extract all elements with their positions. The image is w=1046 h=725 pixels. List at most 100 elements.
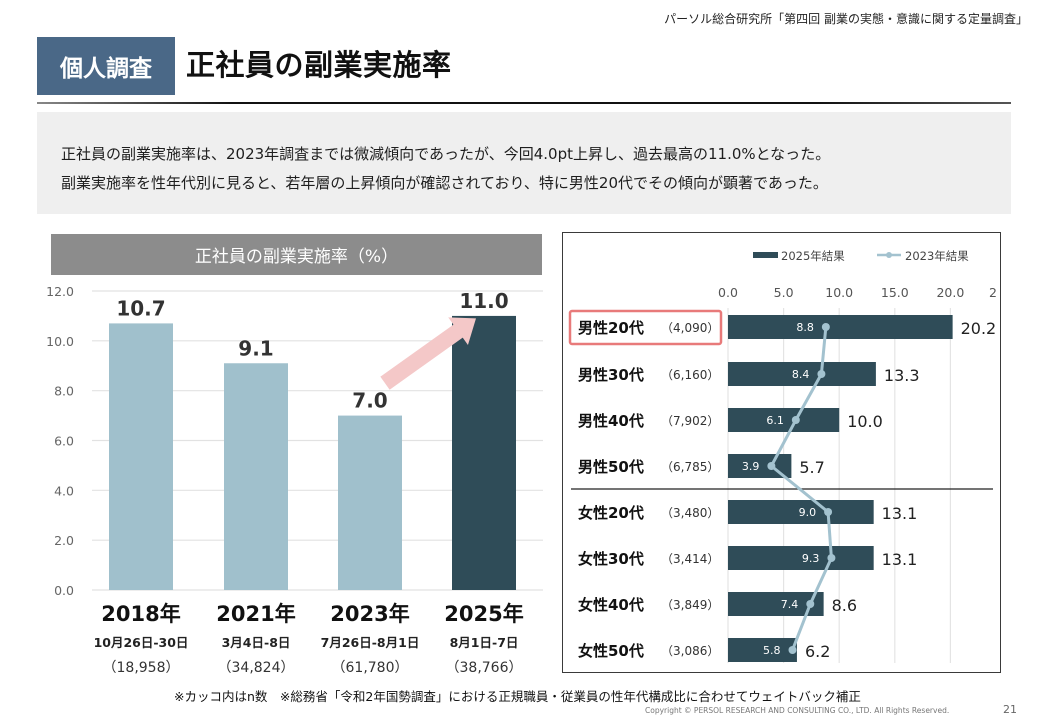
legend-marker-2023 (886, 252, 892, 258)
footnote: ※カッコ内はn数 ※総務省「令和2年国勢調査」における正規職員・従業員の性年代構… (174, 689, 861, 704)
bar-value-label: 5.7 (799, 458, 824, 477)
x-date-label: 10月26日-30日 (94, 635, 189, 650)
point-2023-label: 8.4 (792, 368, 810, 381)
category-n: （4,090） (661, 321, 719, 335)
x-category-label: 2018年 (101, 602, 180, 626)
bar-value-label: 6.2 (805, 642, 830, 661)
legend-swatch-2025 (753, 252, 778, 258)
point-2023-label: 7.4 (781, 598, 799, 611)
point-2023-label: 5.8 (763, 644, 781, 657)
y-tick-label: 10.0 (46, 334, 74, 349)
page-title: 正社員の副業実施率 (186, 48, 452, 82)
point-2023-label: 9.0 (799, 506, 817, 519)
point-2023 (806, 600, 815, 608)
x-tick-label: 15.0 (881, 285, 909, 300)
line-2023 (769, 326, 833, 651)
x-n-label: （61,780） (332, 660, 409, 676)
y-tick-label: 8.0 (54, 384, 74, 399)
category-label: 男性50代 (578, 458, 644, 476)
category-n: （6,160） (661, 368, 719, 382)
right-horizontal-bar-chart: 2025年結果 2023年結果 0.0 5.0 10.0 15.0 20.0 2 男性20代 （4… (568, 249, 997, 663)
source-citation: パーソル総合研究所「第四回 副業の実態・意識に関する定量調査」 (664, 12, 1028, 26)
category-label: 女性50代 (578, 642, 644, 660)
bar-2025 (728, 638, 797, 662)
bar-value-label: 20.2 (961, 319, 997, 338)
value-label: 10.7 (116, 296, 165, 320)
section-tag: 個人調査 (37, 37, 175, 95)
title-divider (37, 102, 1011, 104)
bar-value-label: 8.6 (832, 596, 857, 615)
left-chart-title: 正社員の副業実施率（%） (51, 234, 542, 275)
category-n: （6,785） (661, 460, 719, 474)
bar-value-label: 10.0 (847, 412, 883, 431)
y-tick-label: 2.0 (54, 533, 74, 548)
page-number: 21 (1003, 703, 1017, 716)
bar-2025 (728, 315, 953, 339)
bar-2025 (728, 408, 840, 432)
point-2023 (817, 370, 826, 378)
category-n: （3,086） (661, 644, 719, 658)
copyright: Copyright © PERSOL RESEARCH AND CONSULTI… (645, 706, 950, 715)
y-tick-label: 4.0 (54, 483, 74, 498)
bar-value-label: 13.1 (882, 504, 918, 523)
x-tick-label: 10.0 (825, 285, 853, 300)
bar-2025 (728, 362, 876, 386)
x-date-label: 3月4日-8日 (222, 635, 291, 650)
point-2023 (767, 462, 776, 470)
point-2023 (791, 416, 800, 424)
summary-line-1: 正社員の副業実施率は、2023年調査までは微減傾向であったが、今回4.0pt上昇… (61, 145, 831, 163)
arrow-shape (380, 317, 476, 390)
bar-value-label: 13.3 (884, 366, 920, 385)
category-label: 男性20代 (578, 319, 644, 337)
x-tick-label: 0.0 (718, 285, 738, 300)
x-tick-label: 5.0 (774, 285, 794, 300)
category-label: 女性30代 (578, 550, 644, 568)
value-label: 9.1 (238, 336, 273, 360)
category-n: （3,480） (661, 506, 719, 520)
x-category-label: 2021年 (216, 602, 295, 626)
category-label: 女性40代 (578, 596, 644, 614)
y-tick-label: 12.0 (46, 284, 74, 299)
y-tick-label: 6.0 (54, 434, 74, 449)
bar-value-label: 13.1 (882, 550, 918, 569)
bar-2018年 (109, 323, 173, 590)
category-n: （7,902） (661, 414, 719, 428)
point-2023 (824, 508, 833, 516)
bar-2025 (728, 500, 874, 524)
summary-box: 正社員の副業実施率は、2023年調査までは微減傾向であったが、今回4.0pt上昇… (37, 112, 1011, 214)
category-label: 女性20代 (578, 504, 644, 522)
category-label: 男性30代 (578, 366, 644, 384)
x-n-label: （18,958） (103, 660, 180, 676)
bar-2021年 (224, 363, 288, 590)
x-category-label: 2025年 (444, 602, 523, 626)
point-2023-label: 6.1 (766, 414, 784, 427)
bar-2025年 (452, 315, 516, 590)
x-tick-label: 20.0 (936, 285, 964, 300)
value-label: 7.0 (352, 389, 387, 413)
x-category-label: 2023年 (330, 602, 409, 626)
x-n-label: （38,766） (446, 660, 523, 676)
point-2023 (821, 323, 830, 331)
x-tick-label: 2 (989, 285, 997, 300)
legend-label-2025: 2025年結果 (781, 249, 845, 263)
summary-line-2: 副業実施率を性年代別に見ると、若年層の上昇傾向が確認されており、特に男性20代で… (61, 174, 828, 192)
point-2023 (827, 554, 836, 562)
value-label: 11.0 (459, 289, 508, 313)
trend-arrow (380, 317, 476, 390)
x-date-label: 7月26日-8月1日 (321, 635, 420, 650)
bar-2025 (728, 546, 874, 570)
point-2023 (788, 646, 797, 654)
point-2023-label: 8.8 (796, 321, 814, 334)
left-bar-chart: 0.0 2.0 4.0 6.0 8.0 10.0 12.0 10.7 9.1 7.0 11.0 201… (46, 284, 543, 676)
point-2023-label: 3.9 (742, 460, 760, 473)
category-label: 男性40代 (578, 412, 644, 430)
highlight-box (568, 309, 723, 346)
category-n: （3,414） (661, 552, 719, 566)
bar-2023年 (338, 415, 402, 590)
y-tick-label: 0.0 (54, 583, 74, 598)
x-date-label: 8月1日-7日 (450, 635, 519, 650)
x-n-label: （34,824） (218, 660, 295, 676)
right-chart-frame (562, 232, 1001, 673)
category-n: （3,849） (661, 598, 719, 612)
legend-label-2023: 2023年結果 (905, 249, 969, 263)
